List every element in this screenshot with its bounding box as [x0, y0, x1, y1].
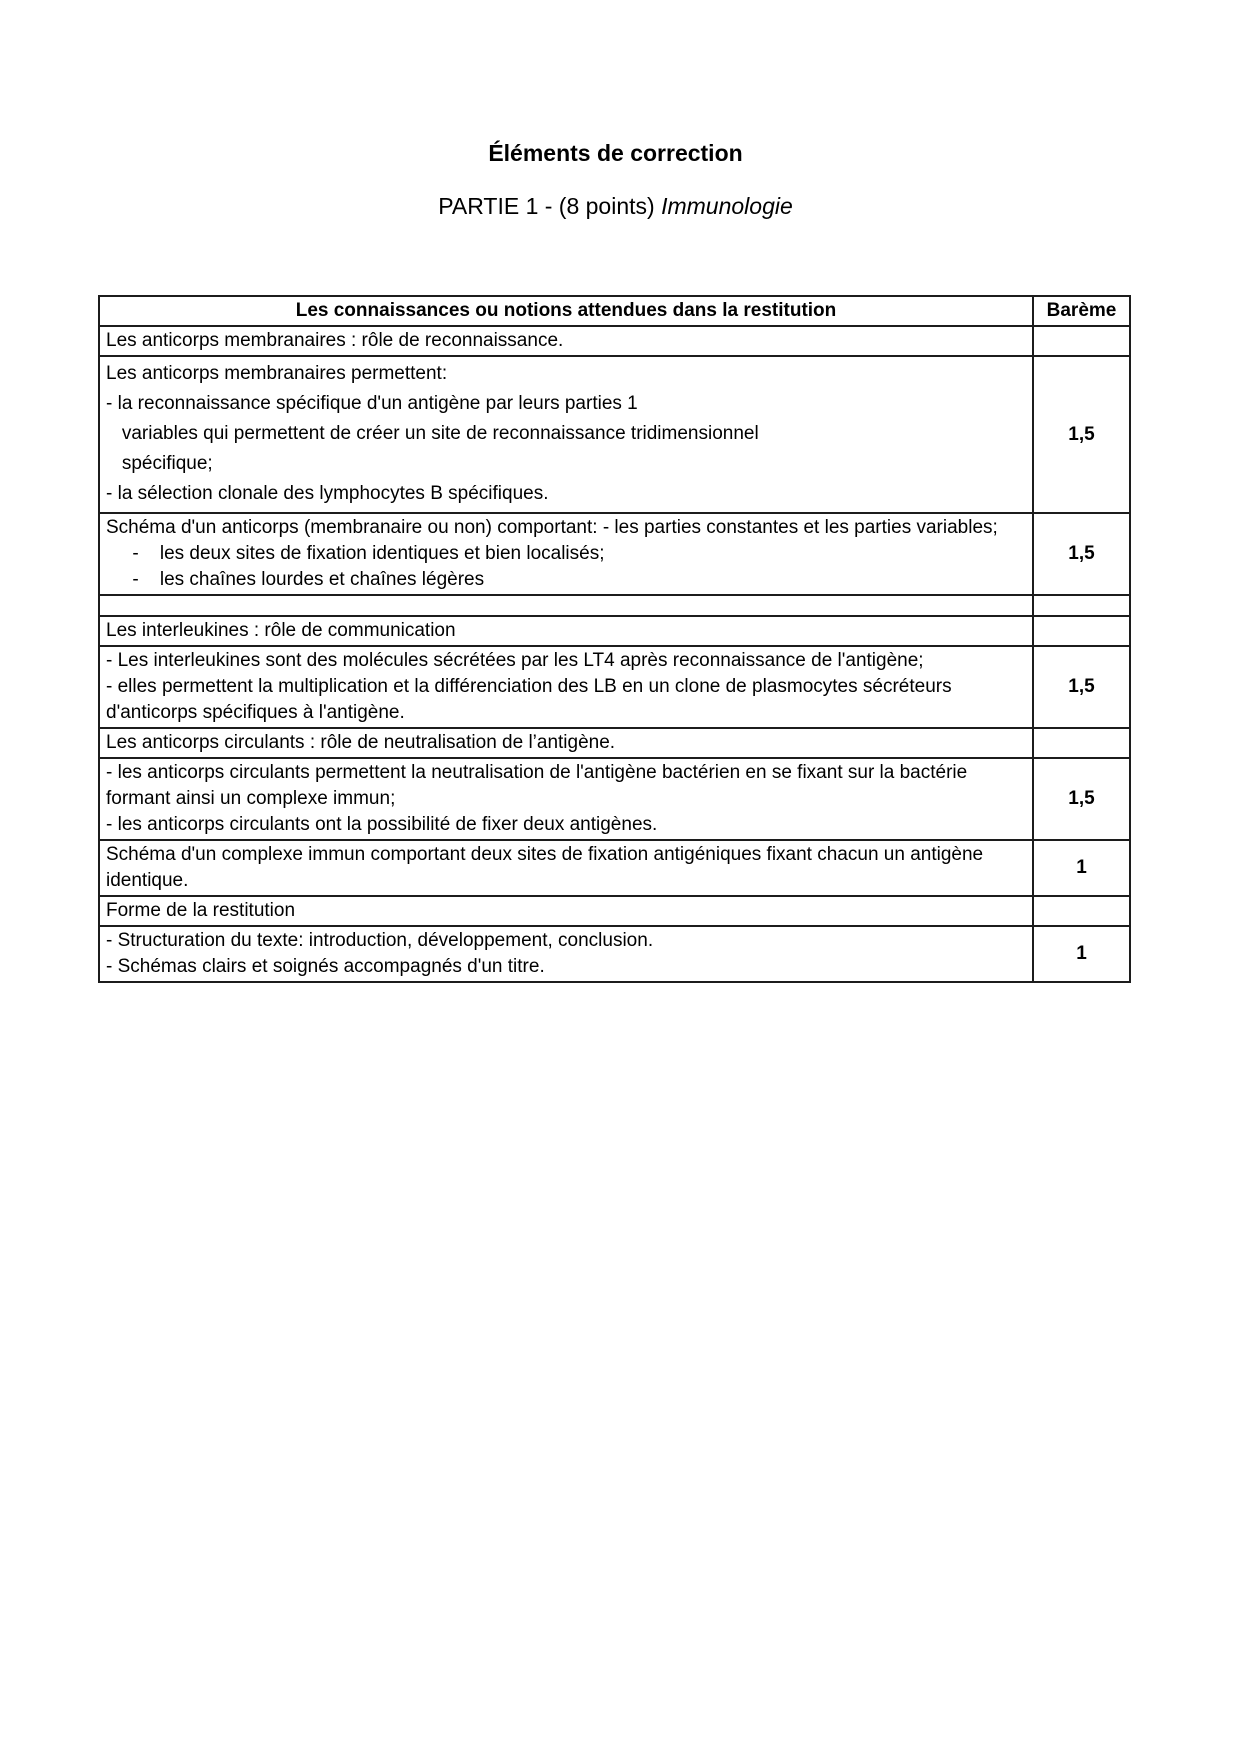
header-criteria: Les connaissances ou notions attendues d…	[98, 295, 1034, 327]
criteria-line: variables qui permettent de créer un sit…	[106, 423, 759, 444]
criteria-line: - les deux sites de fixation identiques …	[106, 543, 605, 564]
criteria-cell: Forme de la restitution	[98, 895, 1034, 927]
table-row: - Structuration du texte: introduction, …	[98, 925, 1131, 983]
criteria-cell: Les anticorps circulants : rôle de neutr…	[98, 727, 1034, 759]
criteria-line: Forme de la restitution	[106, 900, 296, 921]
criteria-line: spécifique;	[106, 453, 213, 474]
header-row: Les connaissances ou notions attendues d…	[98, 295, 1131, 327]
table-row	[98, 594, 1131, 617]
bareme-cell: 1	[1032, 925, 1131, 983]
criteria-cell: - Les interleukines sont des molécules s…	[98, 645, 1034, 729]
table-row: Forme de la restitution	[98, 895, 1131, 927]
header-bareme: Barème	[1032, 295, 1131, 327]
subtitle-emphasis: Immunologie	[661, 193, 793, 219]
bareme-cell: 1,5	[1032, 355, 1131, 514]
criteria-line: Les anticorps membranaires : rôle de rec…	[106, 330, 564, 351]
bareme-cell	[1032, 895, 1131, 927]
criteria-line: - les chaînes lourdes et chaînes légères	[106, 569, 485, 590]
criteria-cell: Les anticorps membranaires : rôle de rec…	[98, 325, 1034, 357]
table-row: Les anticorps membranaires : rôle de rec…	[98, 325, 1131, 357]
criteria-line: Les interleukines : rôle de communicatio…	[106, 620, 456, 641]
criteria-line: - elles permettent la multiplication et …	[106, 676, 957, 723]
table-row: Schéma d'un anticorps (membranaire ou no…	[98, 512, 1131, 596]
table-row: Les interleukines : rôle de communicatio…	[98, 615, 1131, 647]
bareme-cell: 1,5	[1032, 645, 1131, 729]
criteria-line: - Structuration du texte: introduction, …	[106, 930, 654, 951]
criteria-cell: Les interleukines : rôle de communicatio…	[98, 615, 1034, 647]
page-title: Éléments de correction	[488, 140, 743, 166]
bareme-cell: 1,5	[1032, 512, 1131, 596]
bareme-cell	[1032, 325, 1131, 357]
criteria-cell: Schéma d'un complexe immun comportant de…	[98, 839, 1034, 897]
rubric-table-head: Les connaissances ou notions attendues d…	[98, 295, 1131, 327]
criteria-line: - Les interleukines sont des molécules s…	[106, 650, 924, 671]
bareme-cell: 1	[1032, 839, 1131, 897]
subtitle-text: PARTIE 1 - (8 points)	[438, 193, 662, 219]
criteria-cell: Les anticorps membranaires permettent: - …	[98, 355, 1034, 514]
bareme-cell	[1032, 594, 1131, 617]
criteria-cell	[98, 594, 1034, 617]
criteria-line: - la reconnaissance spécifique d'un anti…	[106, 393, 638, 414]
criteria-line: Les anticorps membranaires permettent:	[106, 363, 448, 384]
criteria-line: - les anticorps circulants ont la possib…	[106, 814, 658, 835]
criteria-line: Schéma d'un complexe immun comportant de…	[106, 844, 989, 891]
criteria-line: - Schémas clairs et soignés accompagnés …	[106, 956, 545, 977]
criteria-line: - les anticorps circulants permettent la…	[106, 762, 973, 809]
bareme-cell	[1032, 727, 1131, 759]
rubric-table-body: Les anticorps membranaires : rôle de rec…	[98, 325, 1131, 983]
criteria-cell: Schéma d'un anticorps (membranaire ou no…	[98, 512, 1034, 596]
table-row: - les anticorps circulants permettent la…	[98, 757, 1131, 841]
criteria-cell: - Structuration du texte: introduction, …	[98, 925, 1034, 983]
correction-rubric-table: Les connaissances ou notions attendues d…	[98, 295, 1131, 983]
criteria-line: Les anticorps circulants : rôle de neutr…	[106, 732, 616, 753]
criteria-line: - la sélection clonale des lymphocytes B…	[106, 483, 549, 504]
bareme-cell	[1032, 615, 1131, 647]
bareme-cell: 1,5	[1032, 757, 1131, 841]
table-row: - Les interleukines sont des molécules s…	[98, 645, 1131, 729]
page-subtitle: PARTIE 1 - (8 points) Immunologie	[99, 193, 1132, 220]
table-row: Schéma d'un complexe immun comportant de…	[98, 839, 1131, 897]
criteria-cell: - les anticorps circulants permettent la…	[98, 757, 1034, 841]
criteria-line: Schéma d'un anticorps (membranaire ou no…	[106, 517, 998, 538]
table-row: Les anticorps circulants : rôle de neutr…	[98, 727, 1131, 759]
table-row: Les anticorps membranaires permettent: - …	[98, 355, 1131, 514]
